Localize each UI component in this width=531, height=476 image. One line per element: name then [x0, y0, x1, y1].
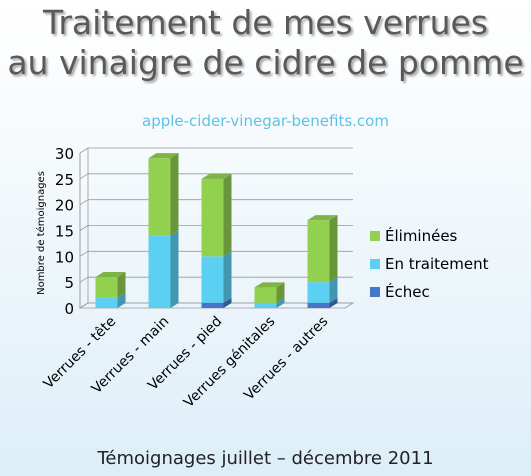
- bar-segment: [307, 302, 330, 308]
- bar-segment-side: [223, 173, 232, 257]
- chart-title-line-1: Traitement de mes verrues: [43, 3, 488, 42]
- legend-label: Échec: [385, 282, 430, 301]
- watermark-url: apple-cider-vinegar-benefits.com: [142, 112, 389, 130]
- chart-title-line-2: au vinaigre de cidre de pomme: [7, 43, 524, 82]
- x-category-label: Verrues génitales: [181, 314, 278, 411]
- bar-segment-side: [276, 282, 285, 303]
- bar-segment-side: [223, 251, 232, 303]
- gridline-depth: [79, 225, 89, 231]
- bar-top: [307, 215, 338, 221]
- legend-swatch: [370, 259, 380, 269]
- bar-segment-side: [223, 297, 232, 308]
- bar-segment-side: [329, 297, 338, 308]
- bars: [95, 153, 338, 308]
- bar-segment-side: [170, 153, 179, 236]
- y-tick-label: 0: [64, 300, 74, 318]
- bar-segment-side: [170, 230, 179, 308]
- y-tick-label: 20: [55, 197, 74, 215]
- legend-label: En traitement: [385, 255, 489, 273]
- legend-swatch: [370, 231, 380, 241]
- bar-segment: [148, 158, 171, 236]
- y-tick-label: 25: [55, 171, 74, 189]
- bar-segment-side: [276, 297, 285, 308]
- y-tick-label: 10: [55, 248, 74, 266]
- gridline-depth: [79, 147, 89, 154]
- bar-segment: [254, 287, 277, 303]
- bar-segment: [307, 282, 330, 303]
- bar-top: [201, 173, 232, 179]
- bar-segment: [254, 302, 277, 308]
- bar-segment: [201, 256, 224, 303]
- y-tick-label: 5: [64, 274, 74, 292]
- gridline-depth: [79, 173, 89, 180]
- gridline-depth: [79, 199, 89, 206]
- bar-segment-side: [329, 277, 338, 303]
- y-axis-label: Nombre de témoignages: [35, 171, 47, 295]
- bar-segment: [307, 220, 330, 283]
- bar-segment-side: [117, 272, 126, 298]
- bar-segment: [95, 277, 118, 298]
- gridline-depth: [79, 250, 89, 257]
- bar-segment-side: [329, 215, 338, 283]
- bar-segment: [95, 297, 118, 308]
- y-tick-label: 30: [55, 145, 74, 163]
- bar-top: [254, 282, 285, 288]
- bar-top: [95, 272, 126, 277]
- legend-swatch: [370, 287, 380, 297]
- gridline-depth: [79, 276, 89, 283]
- chart-caption: Témoignages juillet – décembre 2011: [97, 448, 434, 469]
- bar-segment: [201, 302, 224, 308]
- bar-segment-side: [117, 292, 126, 308]
- legend: Éliminées En traitement Échec: [370, 226, 489, 301]
- legend-label: Éliminées: [385, 226, 458, 245]
- bar-segment: [148, 235, 171, 308]
- bar-segment: [201, 178, 224, 257]
- y-tick-label: 15: [55, 223, 74, 241]
- bar-top: [148, 153, 179, 159]
